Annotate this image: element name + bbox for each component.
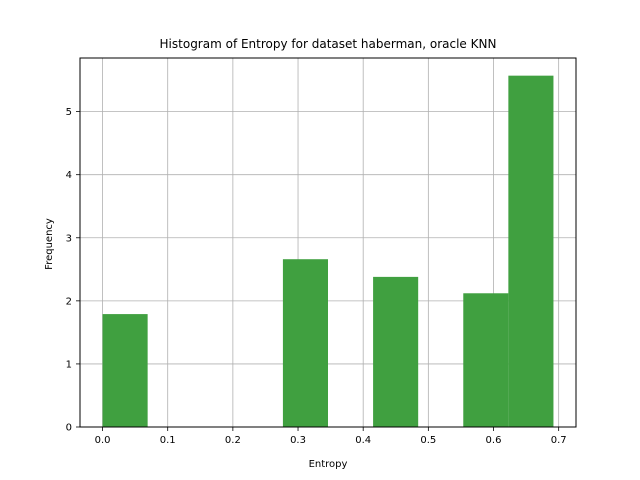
x-tick-label: 0.3 xyxy=(290,435,306,446)
chart-title: Histogram of Entropy for dataset haberma… xyxy=(160,37,497,51)
x-axis-ticks: 0.0 0.1 0.2 0.3 0.4 0.5 0.6 0.7 xyxy=(95,427,567,446)
x-tick-label: 0.6 xyxy=(486,435,502,446)
x-tick-label: 0.2 xyxy=(225,435,241,446)
histogram-bar xyxy=(282,259,328,427)
y-tick-label: 0 xyxy=(66,423,72,434)
x-tick-label: 0.1 xyxy=(160,435,176,446)
y-axis-ticks: 0 1 2 3 4 5 xyxy=(66,107,80,434)
histogram-bars xyxy=(102,75,554,428)
plot-frame xyxy=(79,57,577,428)
histogram-bar xyxy=(373,276,419,427)
y-tick-label: 3 xyxy=(66,233,72,244)
y-tick-label: 2 xyxy=(66,296,72,307)
x-axis-label: Entropy xyxy=(309,459,348,470)
histogram-bar xyxy=(102,314,148,427)
x-tick-label: 0.4 xyxy=(355,435,371,446)
x-tick-label: 0.7 xyxy=(551,435,567,446)
histogram-bar xyxy=(508,75,554,428)
y-tick-label: 1 xyxy=(66,359,72,370)
y-tick-label: 5 xyxy=(66,107,72,118)
x-tick-label: 0.5 xyxy=(420,435,436,446)
y-axis-label: Frequency xyxy=(44,218,55,270)
y-tick-label: 4 xyxy=(66,170,72,181)
histogram-bar xyxy=(463,293,509,427)
x-tick-label: 0.0 xyxy=(95,435,111,446)
